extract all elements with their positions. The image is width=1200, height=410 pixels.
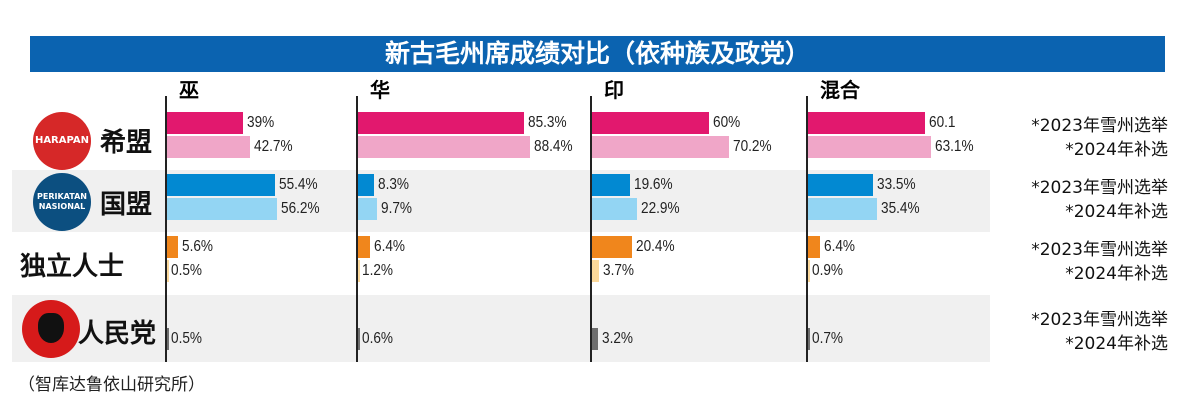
row-background (12, 295, 990, 362)
bar (167, 198, 277, 220)
bar (358, 198, 377, 220)
data-label: 56.2% (280, 200, 320, 217)
bar (358, 260, 361, 282)
year-label: *2023年雪州选举 (1031, 178, 1168, 198)
bar (167, 328, 169, 350)
bar (808, 260, 810, 282)
bar (358, 236, 371, 258)
data-label: 60% (713, 114, 741, 131)
data-label: 85.3% (528, 114, 567, 131)
bar (167, 136, 251, 158)
data-label: 42.7% (254, 138, 293, 155)
source-note: （智库达鲁依山研究所） (18, 375, 205, 395)
bar (592, 174, 631, 196)
year-label: *2023年雪州选举 (1031, 310, 1168, 330)
data-label: 70.2% (732, 138, 772, 155)
year-label: *2024年补选 (1065, 264, 1168, 284)
axis-line (806, 96, 808, 362)
axis-line (356, 96, 358, 362)
data-label: 8.3% (378, 176, 410, 193)
data-label: 0.9% (812, 262, 843, 279)
data-label: 55.4% (279, 176, 318, 193)
bar (808, 136, 932, 158)
bar (167, 112, 244, 134)
data-label: 63.1% (935, 138, 974, 155)
data-label: 9.7% (380, 200, 412, 217)
axis-line (165, 96, 167, 362)
data-label: 0.5% (171, 330, 202, 347)
bar (592, 260, 600, 282)
data-label: 60.1 (929, 114, 956, 131)
bar (808, 174, 874, 196)
data-label: 88.4% (534, 138, 573, 155)
bar (808, 236, 821, 258)
bar (808, 328, 810, 350)
data-label: 22.9% (640, 200, 680, 217)
bar (592, 236, 632, 258)
bar (808, 112, 926, 134)
bar (358, 328, 360, 350)
category-label: 巫 (179, 78, 199, 102)
axis-line (590, 96, 592, 362)
year-label: *2024年补选 (1065, 140, 1168, 160)
harapan-logo: HARAPAN (33, 112, 91, 170)
data-label: 6.4% (374, 238, 406, 255)
bull-head-icon (38, 313, 64, 343)
data-label: 35.4% (881, 200, 920, 217)
bar (592, 112, 709, 134)
bar (167, 236, 178, 258)
bar (358, 174, 375, 196)
category-label: 印 (604, 78, 624, 102)
bar (167, 260, 169, 282)
data-label: 0.6% (362, 330, 393, 347)
data-label: 19.6% (634, 176, 673, 193)
data-label: 3.2% (602, 330, 634, 347)
year-label: *2024年补选 (1065, 202, 1168, 222)
party-name: 希盟 (100, 128, 153, 158)
bar (358, 136, 531, 158)
bar (592, 328, 599, 350)
year-label: *2023年雪州选举 (1031, 240, 1168, 260)
bar (808, 198, 878, 220)
data-label: 5.6% (181, 238, 213, 255)
data-label: 33.5% (877, 176, 916, 193)
data-label: 1.2% (362, 262, 393, 279)
data-label: 0.7% (812, 330, 843, 347)
data-label: 20.4% (635, 238, 675, 255)
year-label: *2024年补选 (1065, 334, 1168, 354)
perikatan-logo: PERIKATAN NASIONAL (33, 173, 91, 231)
party-name: 人民党 (78, 319, 157, 349)
party-name: 独立人士 (20, 252, 125, 282)
data-label: 6.4% (824, 238, 856, 255)
bar (358, 112, 525, 134)
data-label: 39% (247, 114, 275, 131)
data-label: 3.7% (603, 262, 635, 279)
bar (167, 174, 276, 196)
category-label: 混合 (820, 78, 860, 102)
data-label: 0.5% (171, 262, 202, 279)
chart-title: 新古毛州席成绩对比（依种族及政党） (30, 36, 1165, 72)
bar (592, 198, 637, 220)
category-label: 华 (370, 78, 390, 102)
year-label: *2023年雪州选举 (1031, 116, 1168, 136)
party-name: 国盟 (100, 190, 153, 220)
bar (592, 136, 729, 158)
